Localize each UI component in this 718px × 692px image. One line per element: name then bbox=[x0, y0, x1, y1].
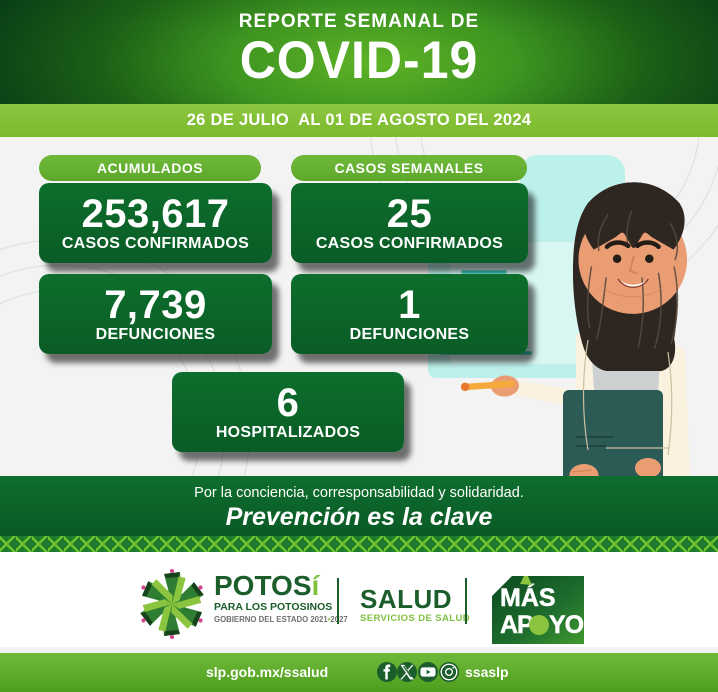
svg-text:YO: YO bbox=[549, 611, 584, 639]
svg-text:AP: AP bbox=[500, 611, 533, 639]
svg-text:MÁS: MÁS bbox=[500, 583, 556, 612]
